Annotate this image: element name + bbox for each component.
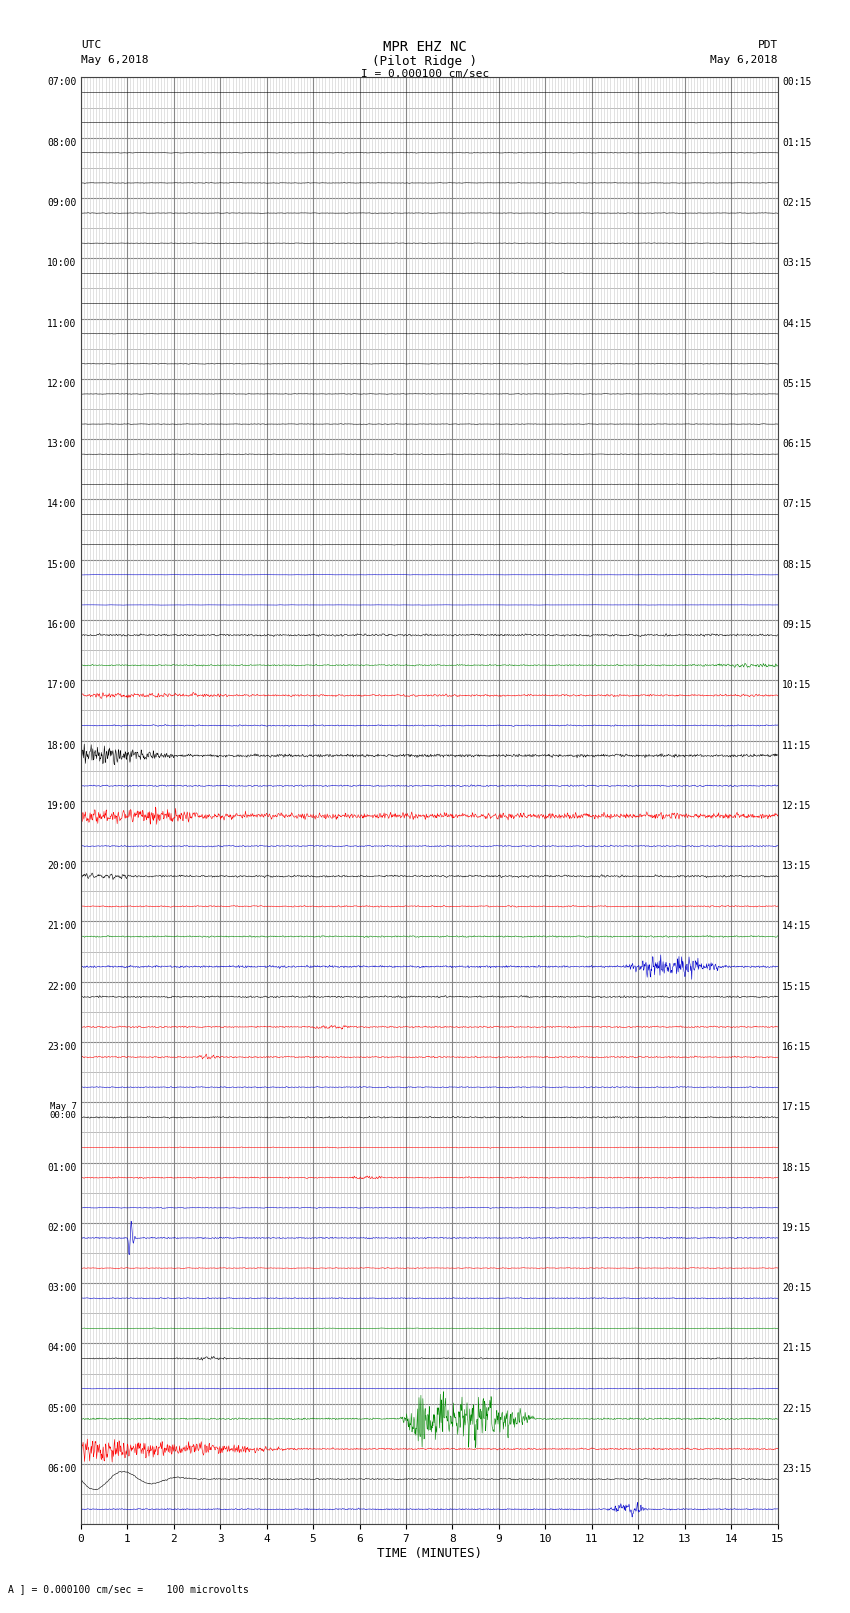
- Text: 04:15: 04:15: [782, 319, 812, 329]
- Text: UTC: UTC: [81, 40, 101, 50]
- Text: 11:00: 11:00: [47, 319, 76, 329]
- Text: 11:15: 11:15: [782, 740, 812, 750]
- Text: 13:15: 13:15: [782, 861, 812, 871]
- Text: 17:15: 17:15: [782, 1102, 812, 1113]
- Text: 02:15: 02:15: [782, 198, 812, 208]
- Text: 18:15: 18:15: [782, 1163, 812, 1173]
- X-axis label: TIME (MINUTES): TIME (MINUTES): [377, 1547, 482, 1560]
- Text: 09:15: 09:15: [782, 619, 812, 631]
- Text: 05:15: 05:15: [782, 379, 812, 389]
- Text: 14:00: 14:00: [47, 500, 76, 510]
- Text: 03:00: 03:00: [47, 1284, 76, 1294]
- Text: PDT: PDT: [757, 40, 778, 50]
- Text: 10:00: 10:00: [47, 258, 76, 268]
- Text: 22:15: 22:15: [782, 1403, 812, 1413]
- Text: 14:15: 14:15: [782, 921, 812, 931]
- Text: 07:00: 07:00: [47, 77, 76, 87]
- Text: 21:15: 21:15: [782, 1344, 812, 1353]
- Text: (Pilot Ridge ): (Pilot Ridge ): [372, 55, 478, 68]
- Text: 15:15: 15:15: [782, 982, 812, 992]
- Text: 09:00: 09:00: [47, 198, 76, 208]
- Text: May 6,2018: May 6,2018: [711, 55, 778, 65]
- Text: 20:00: 20:00: [47, 861, 76, 871]
- Text: May 7
00:00: May 7 00:00: [49, 1102, 76, 1119]
- Text: I = 0.000100 cm/sec: I = 0.000100 cm/sec: [361, 69, 489, 79]
- Text: 02:00: 02:00: [47, 1223, 76, 1232]
- Text: 13:00: 13:00: [47, 439, 76, 448]
- Text: 01:00: 01:00: [47, 1163, 76, 1173]
- Text: 16:00: 16:00: [47, 619, 76, 631]
- Text: A ] = 0.000100 cm/sec =    100 microvolts: A ] = 0.000100 cm/sec = 100 microvolts: [8, 1584, 249, 1594]
- Text: 03:15: 03:15: [782, 258, 812, 268]
- Text: 12:00: 12:00: [47, 379, 76, 389]
- Text: 17:00: 17:00: [47, 681, 76, 690]
- Text: 20:15: 20:15: [782, 1284, 812, 1294]
- Text: 16:15: 16:15: [782, 1042, 812, 1052]
- Text: 23:00: 23:00: [47, 1042, 76, 1052]
- Text: 22:00: 22:00: [47, 982, 76, 992]
- Text: 19:15: 19:15: [782, 1223, 812, 1232]
- Text: 08:00: 08:00: [47, 137, 76, 148]
- Text: 18:00: 18:00: [47, 740, 76, 750]
- Text: May 6,2018: May 6,2018: [81, 55, 148, 65]
- Text: MPR EHZ NC: MPR EHZ NC: [383, 40, 467, 55]
- Text: 04:00: 04:00: [47, 1344, 76, 1353]
- Text: 12:15: 12:15: [782, 802, 812, 811]
- Text: 15:00: 15:00: [47, 560, 76, 569]
- Text: 01:15: 01:15: [782, 137, 812, 148]
- Text: 08:15: 08:15: [782, 560, 812, 569]
- Text: 00:15: 00:15: [782, 77, 812, 87]
- Text: 07:15: 07:15: [782, 500, 812, 510]
- Text: 21:00: 21:00: [47, 921, 76, 931]
- Text: 19:00: 19:00: [47, 802, 76, 811]
- Text: 06:15: 06:15: [782, 439, 812, 448]
- Text: 10:15: 10:15: [782, 681, 812, 690]
- Text: 23:15: 23:15: [782, 1465, 812, 1474]
- Text: 05:00: 05:00: [47, 1403, 76, 1413]
- Text: 06:00: 06:00: [47, 1465, 76, 1474]
